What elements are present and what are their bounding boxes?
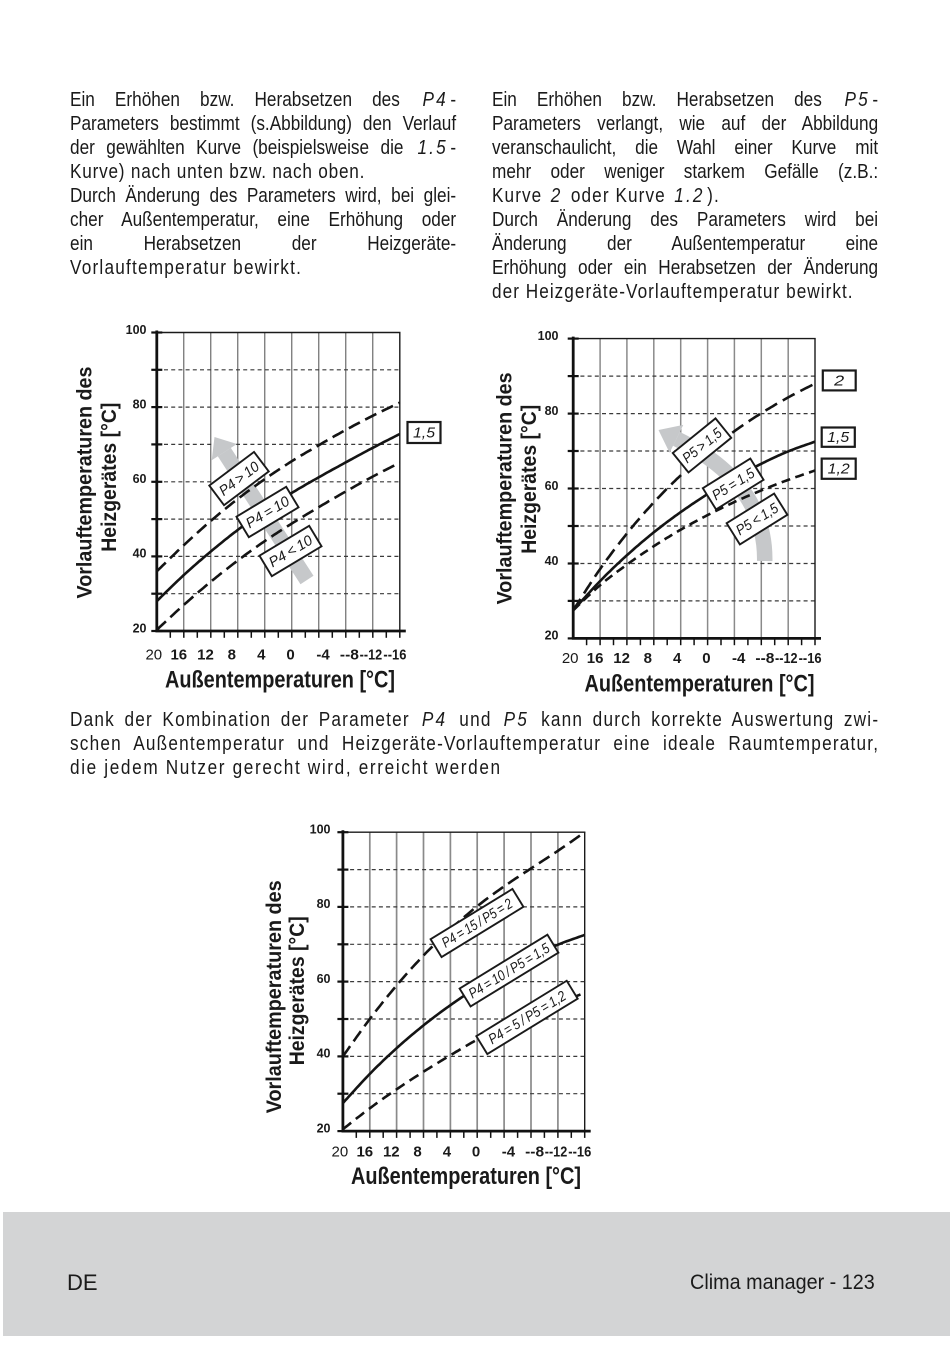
svg-text:Außentemperaturen [°C]: Außentemperaturen [°C] (351, 1163, 581, 1190)
svg-text:--12: --12 (775, 650, 798, 667)
svg-text:40: 40 (545, 554, 559, 568)
svg-text:Außentemperaturen [°C]: Außentemperaturen [°C] (585, 671, 815, 698)
svg-text:4: 4 (257, 647, 266, 664)
svg-text:1,5: 1,5 (827, 429, 850, 446)
svg-text:8: 8 (228, 647, 236, 664)
svg-text:--12: --12 (360, 647, 383, 664)
svg-text:8: 8 (644, 650, 652, 667)
svg-text:20: 20 (562, 650, 579, 667)
svg-text:40: 40 (133, 547, 147, 561)
svg-text:Vorlauftemperaturen des: Vorlauftemperaturen des (74, 367, 97, 599)
svg-text:20: 20 (133, 621, 147, 635)
svg-text:12: 12 (613, 650, 630, 667)
svg-text:2: 2 (833, 372, 845, 389)
svg-text:16: 16 (356, 1144, 373, 1161)
svg-text:80: 80 (317, 897, 331, 911)
svg-text:-4: -4 (732, 650, 746, 667)
svg-text:0: 0 (702, 650, 710, 667)
svg-text:4: 4 (673, 650, 682, 667)
svg-text:60: 60 (545, 479, 559, 493)
svg-text:--16: --16 (568, 1144, 591, 1161)
svg-text:16: 16 (170, 647, 187, 664)
svg-text:20: 20 (145, 647, 162, 664)
svg-text:-4: -4 (316, 647, 330, 664)
svg-text:80: 80 (545, 404, 559, 418)
svg-text:12: 12 (197, 647, 214, 664)
svg-text:0: 0 (472, 1144, 480, 1161)
svg-text:Außentemperaturen [°C]: Außentemperaturen [°C] (165, 667, 395, 694)
svg-text:--12: --12 (545, 1144, 568, 1161)
svg-text:8: 8 (413, 1144, 421, 1161)
svg-text:20: 20 (317, 1121, 331, 1135)
svg-text:20: 20 (545, 629, 559, 643)
svg-text:Heizgerätes [°C]: Heizgerätes [°C] (98, 403, 121, 552)
svg-text:P4 = 5 / P5 = 1,2: P4 = 5 / P5 = 1,2 (486, 988, 569, 1048)
svg-text:-4: -4 (502, 1144, 516, 1161)
svg-text:0: 0 (286, 647, 294, 664)
svg-text:Heizgerätes [°C]: Heizgerätes [°C] (286, 916, 309, 1065)
svg-text:60: 60 (133, 472, 147, 486)
svg-text:100: 100 (310, 823, 331, 837)
svg-text:1,2: 1,2 (828, 461, 851, 478)
svg-text:20: 20 (332, 1144, 349, 1161)
svg-text:100: 100 (538, 329, 559, 343)
svg-text:Heizgerätes [°C]: Heizgerätes [°C] (518, 405, 541, 554)
svg-text:--16: --16 (383, 647, 406, 664)
svg-text:4: 4 (443, 1144, 452, 1161)
svg-text:--8: --8 (340, 647, 359, 664)
svg-text:40: 40 (317, 1047, 331, 1061)
svg-text:80: 80 (133, 397, 147, 411)
svg-text:--8: --8 (755, 650, 774, 667)
svg-text:Vorlauftemperaturen des: Vorlauftemperaturen des (263, 880, 286, 1113)
svg-text:16: 16 (587, 650, 604, 667)
svg-text:--8: --8 (525, 1144, 544, 1161)
svg-text:60: 60 (317, 972, 331, 986)
svg-text:--16: --16 (799, 650, 822, 667)
svg-text:12: 12 (383, 1144, 400, 1161)
svg-text:Vorlauftemperaturen des: Vorlauftemperaturen des (494, 372, 517, 604)
svg-text:1,5: 1,5 (413, 425, 436, 442)
svg-text:100: 100 (126, 323, 147, 337)
svg-text:P4 = 10 / P5 = 1,5: P4 = 10 / P5 = 1,5 (466, 940, 553, 1002)
